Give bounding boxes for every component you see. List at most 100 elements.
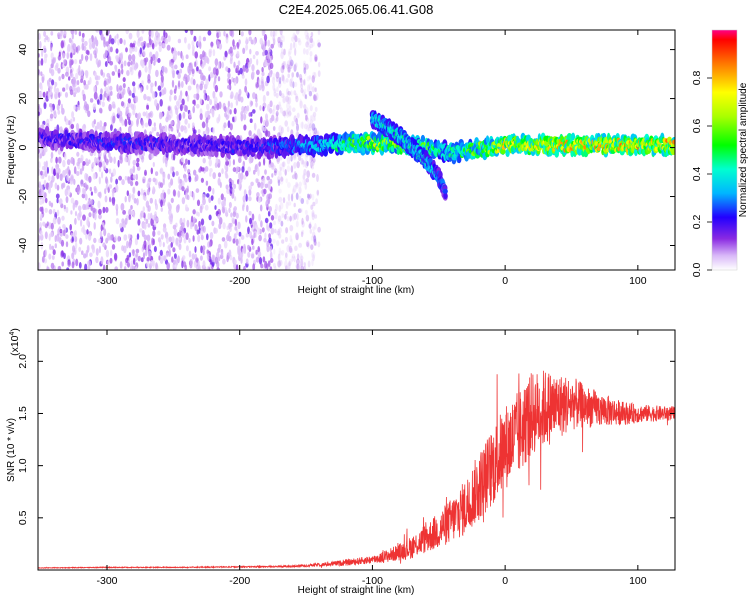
heatmap-cell <box>79 157 83 163</box>
heatmap-cell <box>49 231 54 238</box>
heatmap-cell <box>99 120 103 127</box>
heatmap-cell <box>221 237 226 242</box>
heatmap-cell <box>298 40 302 46</box>
heatmap-cell <box>224 112 228 118</box>
heatmap-cell <box>132 159 137 166</box>
heatmap-cell <box>287 64 291 73</box>
heatmap-cell <box>264 49 268 56</box>
heatmap-cell <box>245 193 248 202</box>
heatmap-cell <box>98 176 101 185</box>
heatmap-cell <box>112 115 116 124</box>
heatmap-cell <box>300 259 304 267</box>
heatmap-cell <box>304 182 308 190</box>
heatmap-cell <box>100 69 104 76</box>
heatmap-cell <box>270 258 274 263</box>
heatmap-cell <box>232 211 236 218</box>
heatmap-cell <box>176 122 180 131</box>
heatmap-cell <box>295 72 299 78</box>
heatmap-cell <box>110 249 113 256</box>
heatmap-cell <box>109 85 113 91</box>
heatmap-cell <box>50 52 54 59</box>
heatmap-cell <box>126 190 129 197</box>
heatmap-cell <box>307 127 312 132</box>
heatmap-cell <box>262 256 266 263</box>
heatmap-cell <box>163 192 167 199</box>
heatmap-cell <box>309 43 314 49</box>
heatmap-cell <box>80 69 84 76</box>
heatmap-cell <box>78 64 81 73</box>
heatmap-cell <box>104 49 108 57</box>
heatmap-cell <box>295 220 299 228</box>
heatmap-cell <box>79 168 83 175</box>
heatmap-cell <box>135 248 140 254</box>
heatmap-cell <box>260 263 264 269</box>
heatmap-cell <box>161 147 166 155</box>
heatmap-cell <box>270 215 275 221</box>
heatmap-cell <box>104 164 107 171</box>
heatmap-cell <box>89 42 92 50</box>
heatmap-cell <box>82 224 85 232</box>
heatmap-cell <box>281 126 284 134</box>
heatmap-cell <box>238 39 241 45</box>
heatmap-cell <box>234 226 238 231</box>
heatmap-marks <box>38 30 675 270</box>
heatmap-cell <box>308 90 313 97</box>
heatmap-cell <box>313 94 317 102</box>
heatmap-cell <box>38 104 41 109</box>
heatmap-cell <box>670 148 675 155</box>
heatmap-cell <box>277 228 281 236</box>
heatmap-cell <box>191 40 195 47</box>
heatmap-cell <box>114 235 117 242</box>
heatmap-cell <box>106 72 111 78</box>
heatmap-cell <box>290 165 294 173</box>
heatmap-cell <box>208 197 212 203</box>
heatmap-cell <box>74 200 79 206</box>
heatmap-cell <box>303 62 306 70</box>
heatmap-cell <box>42 91 46 98</box>
heatmap-cell <box>260 116 263 124</box>
heatmap-cell <box>289 225 294 232</box>
heatmap-cell <box>303 104 307 110</box>
heatmap-cell <box>312 231 316 239</box>
heatmap-cell <box>93 222 96 230</box>
heatmap-cell <box>269 245 273 252</box>
heatmap-cell <box>311 252 314 258</box>
heatmap-cell <box>253 37 256 46</box>
heatmap-cell <box>145 218 149 224</box>
heatmap-cell <box>242 65 246 72</box>
heatmap-cell <box>264 183 269 189</box>
heatmap-cell <box>282 75 285 83</box>
heatmap-cell <box>205 117 209 124</box>
heatmap-cell <box>289 59 294 67</box>
heatmap-cell <box>304 209 308 215</box>
heatmap-cell <box>141 230 145 238</box>
heatmap-cell <box>95 80 99 86</box>
heatmap-cell <box>209 232 214 240</box>
heatmap-cell <box>72 202 76 211</box>
heatmap-cell <box>167 202 171 210</box>
heatmap-cell <box>276 86 279 93</box>
heatmap-cell <box>293 161 297 169</box>
heatmap-cell <box>177 80 181 88</box>
heatmap-cell <box>127 262 130 268</box>
heatmap-cell <box>267 39 271 47</box>
heatmap-cell <box>74 210 78 217</box>
heatmap-cell <box>151 91 156 99</box>
heatmap-cell <box>291 174 296 179</box>
heatmap-cell <box>104 154 107 163</box>
heatmap-cell <box>302 178 306 186</box>
heatmap-cell <box>168 236 173 243</box>
heatmap-cell <box>310 32 314 37</box>
heatmap-cell <box>130 172 134 181</box>
heatmap-cell <box>231 179 234 186</box>
heatmap-cell <box>83 40 88 47</box>
heatmap-cell <box>315 198 318 205</box>
heatmap-cell <box>141 119 144 126</box>
heatmap-cell <box>165 159 168 168</box>
heatmap-cell <box>158 45 162 53</box>
heatmap-cell <box>72 76 76 85</box>
heatmap-cell <box>46 221 49 227</box>
heatmap-cell <box>129 46 133 54</box>
heatmap-cell <box>192 235 195 242</box>
heatmap-cell <box>270 30 273 37</box>
